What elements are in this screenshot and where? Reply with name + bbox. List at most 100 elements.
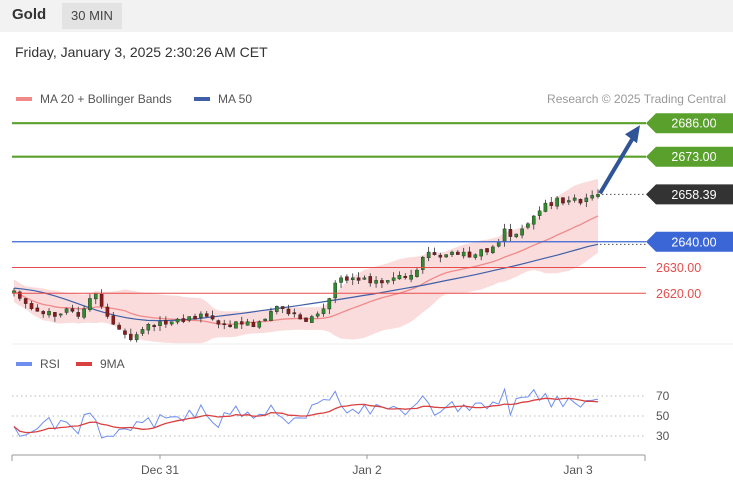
candle-body [374, 280, 378, 284]
candle-body [18, 291, 22, 299]
candle-body [385, 280, 390, 283]
candle-body [58, 313, 63, 316]
candle-body [526, 223, 530, 228]
candle-body [47, 311, 51, 316]
legend-swatch-ma50 [194, 97, 210, 101]
tab-30-min[interactable]: 30 MIN [62, 3, 122, 29]
candle-body [415, 269, 419, 277]
rsi-line [13, 387, 599, 439]
candle-body [590, 195, 594, 199]
candle-body [315, 313, 320, 317]
candle-body [29, 303, 34, 309]
candle-body [105, 306, 110, 317]
x-label-jan3: Jan 3 [563, 463, 593, 477]
instrument-title: Gold [12, 6, 47, 23]
candle-body [164, 320, 168, 325]
candle-body [508, 229, 513, 237]
candle-body [53, 312, 57, 317]
candle-body [275, 305, 279, 312]
candle-body [222, 323, 227, 326]
rsi-9ma-line [13, 397, 599, 434]
x-label-dec31: Dec 31 [141, 463, 179, 477]
header-bar: Gold 30 MIN [0, 0, 733, 32]
candle-body [345, 276, 349, 281]
chart-datetime: Friday, January 3, 2025 2:30:26 AM CET [15, 44, 268, 60]
candle-body [432, 252, 437, 255]
rsi-axis-label: 50 [656, 409, 670, 423]
candle-body [549, 202, 554, 206]
current-price-tag [646, 184, 733, 205]
candle-body [479, 249, 483, 257]
forecast-arrow-head [625, 125, 640, 144]
candle-body [368, 276, 373, 284]
candle-body [251, 322, 256, 328]
candle-body [82, 308, 86, 318]
candle-body [228, 324, 232, 328]
candle-body [64, 308, 69, 313]
x-label-jan2: Jan 2 [352, 463, 382, 477]
candle-body [561, 197, 565, 204]
candle-body [578, 199, 583, 204]
candle-body [333, 282, 337, 299]
target-level-label: 2673.00 [671, 150, 716, 164]
current-price-label: 2658.39 [671, 188, 716, 202]
legend-swatch-rsi [16, 362, 32, 366]
candle-body [292, 312, 297, 315]
candle-body [169, 321, 174, 325]
target-level-label: 2686.00 [671, 117, 716, 131]
target-level-tag [646, 146, 733, 167]
candle-body [327, 298, 332, 310]
legend-9ma-label: 9MA [100, 357, 125, 371]
candle-body [321, 308, 326, 314]
candle-body [245, 321, 250, 326]
candle-body [310, 316, 314, 323]
candle-body [572, 197, 577, 201]
candle-body [531, 215, 536, 225]
x-axis: Dec 31 Jan 2 Jan 3 [11, 454, 646, 477]
forecast-arrow-shaft [598, 135, 636, 195]
candle-body [520, 228, 524, 236]
candle-body [391, 277, 396, 281]
candle-body [263, 318, 267, 321]
candle-body [339, 277, 343, 283]
candle-body [280, 306, 285, 309]
candle-body [397, 275, 402, 280]
candle-body [496, 241, 501, 247]
rsi-axis-label: 30 [656, 429, 670, 443]
candle-body [596, 194, 600, 197]
bollinger-bands [14, 179, 598, 344]
candle-body [543, 202, 548, 212]
candle-body [409, 275, 413, 280]
legend-ma50-label: MA 50 [218, 92, 252, 106]
candle-body [210, 315, 215, 320]
candle-body [134, 334, 139, 341]
candle-body [41, 311, 45, 315]
candle-body [473, 254, 478, 258]
candle-body [99, 293, 104, 307]
candle-body [584, 197, 589, 202]
pivot-level-tag [646, 231, 733, 252]
candle-body [380, 280, 384, 284]
price-plot [12, 179, 600, 344]
pivot-level-label: 2640.00 [671, 235, 716, 249]
candle-body [257, 321, 262, 328]
candle-body [76, 312, 81, 317]
candle-body [158, 321, 162, 326]
candle-body [175, 318, 180, 323]
rsi-legend: RSI 9MA [16, 357, 125, 371]
candle-body [438, 254, 443, 258]
candle-body [467, 251, 472, 258]
candle-body [269, 311, 273, 321]
legend-ma20-label: MA 20 + Bollinger Bands [40, 92, 172, 106]
candle-body [181, 318, 186, 322]
candle-body [123, 330, 127, 335]
candle-body [216, 320, 221, 325]
legend-swatch-9ma [76, 362, 92, 366]
rsi-plot: 70 50 30 [12, 387, 670, 443]
candle-body [152, 325, 156, 328]
ma50-line [13, 243, 599, 322]
candle-body [234, 321, 238, 329]
candle-body [117, 324, 121, 330]
